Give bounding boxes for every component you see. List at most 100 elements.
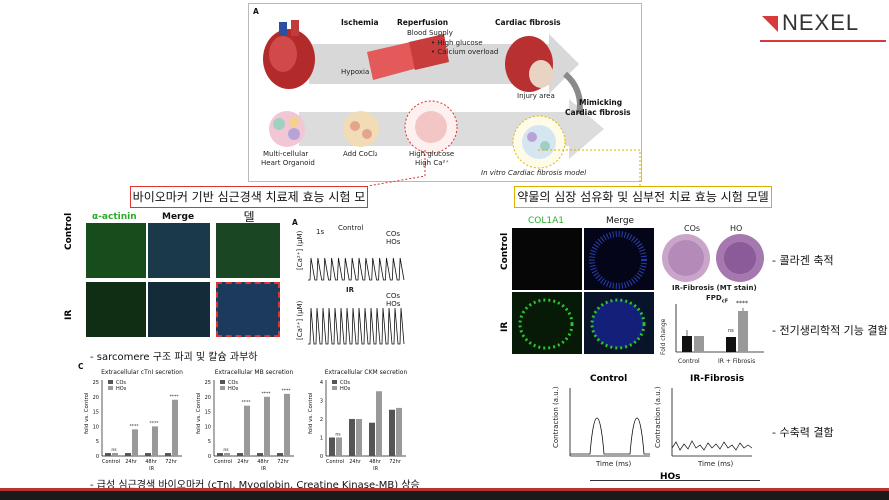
mimicking-label-2: Cardiac fibrosis <box>565 108 631 117</box>
left-model-title: 바이오마커 기반 심근경색 치료제 효능 시험 모델 <box>130 186 368 224</box>
trace-ir-title: IR <box>346 286 354 294</box>
bar-hos <box>152 426 158 456</box>
bar-hos <box>284 393 290 456</box>
reperfusion-label: Reperfusion <box>397 18 449 27</box>
legend-swatch-hos <box>220 386 225 390</box>
bar-annotation: **** <box>170 394 180 400</box>
organoid-label-2: Heart Organoid <box>261 159 315 167</box>
bar-annotation: **** <box>282 388 292 394</box>
contraction-control-title: Control <box>590 374 628 384</box>
legend-cos-1: COs <box>386 230 401 238</box>
bar-tick-label: 3 <box>320 399 323 405</box>
legend-cos-2: COs <box>386 292 401 300</box>
bar-cos <box>165 453 171 456</box>
bar-category-label: 24hr <box>125 459 138 465</box>
bar-hos <box>356 419 362 456</box>
bar-annotation: **** <box>262 391 272 397</box>
bar-tick-label: 0 <box>320 454 323 460</box>
bar-tick-label: 20 <box>205 395 211 401</box>
high-glucose-bullet: • High glucose <box>431 39 483 47</box>
micro-overlay <box>518 231 647 350</box>
bullet-electrophysiology: - 전기생리학적 기능 결함 <box>772 324 888 337</box>
bar-cos <box>217 453 223 456</box>
bar-ylabel: fold vs. Control <box>84 392 90 434</box>
bar-hos <box>172 399 178 456</box>
contraction-charts <box>569 388 753 457</box>
bar-charts: Extracellular cTnI secretion0510152025fo… <box>84 369 408 472</box>
bar-category-label: 48hr <box>257 459 270 465</box>
calcium-bullet: • Calcium overload <box>431 48 499 56</box>
he-ho-label: HO <box>730 224 743 233</box>
bar-hos <box>396 407 402 456</box>
legend-swatch-cos <box>332 380 337 384</box>
bar-chart-title: Extracellular MB secretion <box>215 369 294 376</box>
bar-annotation: ns <box>223 448 229 453</box>
bar-category-label: 72hr <box>277 459 290 465</box>
organoid-label-1: Multi-cellular <box>263 150 309 158</box>
micro-merge-control-right <box>584 228 654 290</box>
right-model-title: 약물의 심장 섬유화 및 심부전 치료 효능 시험 모델 <box>514 186 772 208</box>
cardiac-fibrosis-label: Cardiac fibrosis <box>495 18 561 27</box>
micro-col1a1-ir <box>512 292 582 354</box>
bar-category-label: 72hr <box>165 459 178 465</box>
panel-a-traces-label: A <box>292 218 298 227</box>
bar-tick-label: 25 <box>205 380 211 386</box>
fpd-ns: ns <box>728 328 734 334</box>
time-label-2: Time (ms) <box>698 460 734 468</box>
ca-yaxis-1: [Ca²⁺] (μM) <box>296 230 304 270</box>
alpha-actinin-label: α-actinin <box>92 212 137 222</box>
bar-cos <box>237 453 243 456</box>
trace-control-title: Control <box>338 224 364 232</box>
bar-cos <box>145 453 151 456</box>
bar-category-label: Control <box>326 459 344 465</box>
legend-hos-2: HOs <box>386 300 401 308</box>
bar-hos <box>264 396 270 456</box>
legend-hos-text: HOs <box>340 386 351 392</box>
bar-annotation: **** <box>130 423 140 429</box>
bar-category-label: 48hr <box>369 459 382 465</box>
bar-tick-label: 5 <box>208 439 211 445</box>
bar-hos <box>376 391 382 456</box>
legend-hos-text: HOs <box>228 386 239 392</box>
bar-hos <box>224 453 230 456</box>
mt-stain-images <box>662 234 764 282</box>
bar-category-label: Control <box>102 459 120 465</box>
bar-category-label: Control <box>214 459 232 465</box>
hos-label: HOs <box>660 472 681 482</box>
ca-yaxis-2: [Ca²⁺] (μM) <box>296 300 304 340</box>
bar-cos <box>277 453 283 456</box>
micro-col1a1-control <box>512 228 582 290</box>
micro-actinin-control <box>86 223 146 278</box>
cocl2-label: Add CoCl₂ <box>343 150 378 158</box>
fpd-cat-ir: IR + Fibrosis <box>718 358 756 365</box>
hypoxia-label: Hypoxia <box>341 68 370 76</box>
panel-c-label: C <box>78 362 84 371</box>
high-calcium-label: High Ca²⁺ <box>415 159 449 167</box>
bar-cos <box>257 453 263 456</box>
bar-annotation: **** <box>242 400 252 406</box>
bar-tick-label: 15 <box>205 410 211 416</box>
bottom-accent-line <box>0 488 889 491</box>
row-ir-left: IR <box>64 309 74 320</box>
legend-cos-text: COs <box>228 380 238 386</box>
schematic-panel: A Ischemia Reperfusion Blood Supply • Hi… <box>248 3 642 182</box>
bar-tick-label: 4 <box>320 380 323 386</box>
bar-tick-label: 5 <box>96 439 99 445</box>
bar-annotation: ns <box>111 448 117 453</box>
bar-chart-title: Extracellular cTnI secretion <box>101 369 183 376</box>
row-control-right: Control <box>500 232 510 270</box>
bar-hos <box>112 453 118 456</box>
bar-chart-title: Extracellular CKM secretion <box>325 369 408 376</box>
legend-cos-text: COs <box>116 380 126 386</box>
legend-hos-text: HOs <box>116 386 127 392</box>
panel-a-label: A <box>253 7 259 16</box>
bar-category-label: 24hr <box>237 459 250 465</box>
fpd-cat-control: Control <box>678 358 700 365</box>
legend-swatch-cos <box>220 380 225 384</box>
hos-underline <box>590 480 760 481</box>
bar-group-label: IR <box>373 466 378 472</box>
bar-ylabel: fold vs. Control <box>196 392 202 434</box>
bar-tick-label: 0 <box>208 454 211 460</box>
mimicking-label: Mimicking <box>579 98 623 107</box>
